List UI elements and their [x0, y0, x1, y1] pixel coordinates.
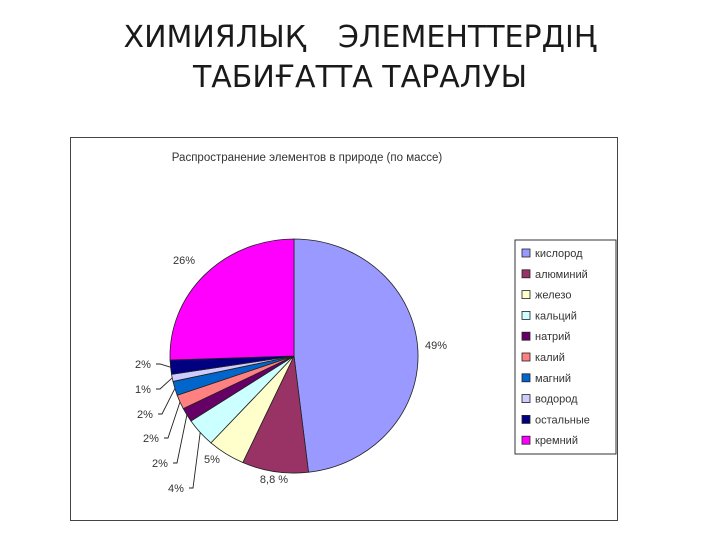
legend-box	[514, 239, 617, 455]
pie-slices	[169, 238, 419, 474]
leader-line-остальные	[156, 363, 171, 368]
legend-swatch-алюминий	[521, 269, 531, 279]
legend-label-кремний: кремний	[535, 435, 578, 447]
leader-line-водород	[156, 377, 173, 390]
legend-swatch-остальные	[521, 414, 531, 424]
legend-swatch-кальций	[521, 310, 531, 320]
data-label-калий: 2%	[143, 433, 159, 445]
legend-swatch-водород	[521, 394, 531, 404]
slide-title: ХИМИЯЛЫҚ ЭЛЕМЕНТТЕРДІҢ ТАБИҒАТТА ТАРАЛУЫ	[0, 18, 720, 98]
data-label-водород: 1%	[135, 384, 151, 396]
leader-line-калий	[164, 401, 181, 439]
legend-label-железо: железо	[535, 290, 571, 302]
data-label-алюминий: 8,8 %	[260, 474, 288, 486]
legend-label-кислород: кислород	[535, 248, 583, 260]
pie-slice-кислород	[293, 238, 419, 473]
legend-swatch-калий	[521, 352, 531, 362]
legend-label-калий: калий	[535, 352, 565, 364]
data-label-кремний: 26%	[173, 255, 195, 267]
legend-label-магний: магний	[535, 373, 571, 385]
slide-title-line-2: ТАБИҒАТТА ТАРАЛУЫ	[192, 60, 528, 95]
legend-label-алюминий: алюминий	[535, 269, 588, 281]
leader-line-магний	[158, 388, 176, 415]
legend-label-остальные: остальные	[535, 414, 590, 426]
legend-label-кальций: кальций	[535, 310, 577, 322]
legend-label-водород: водород	[535, 394, 578, 406]
data-label-кальций: 4%	[168, 483, 184, 495]
legend-label-натрий: натрий	[535, 331, 570, 343]
legend: кислород алюминий железо кальций натрий калий…	[514, 239, 617, 455]
slide-title-word-2: ЭЛЕМЕНТТЕРДІҢ	[338, 20, 597, 55]
slide-title-line-1: ХИМИЯЛЫҚ ЭЛЕМЕНТТЕРДІҢ	[0, 18, 720, 58]
chart-frame: Распространение элементов в природе (по …	[70, 137, 618, 521]
legend-swatch-кислород	[521, 248, 531, 258]
legend-swatch-кремний	[521, 435, 531, 445]
chart-title: Распространение элементов в природе (по …	[172, 152, 443, 164]
legend-swatch-железо	[521, 290, 531, 300]
slide-title-word-1: ХИМИЯЛЫҚ	[123, 20, 307, 55]
legend-swatch-натрий	[521, 331, 531, 341]
legend-swatch-магний	[521, 373, 531, 383]
data-label-натрий: 2%	[152, 458, 168, 470]
pie-chart: Распространение элементов в природе (по …	[135, 152, 617, 495]
pie-slice-кремний	[169, 238, 295, 361]
leader-lines	[156, 363, 201, 489]
data-label-остальные: 2%	[135, 359, 151, 371]
data-label-магний: 2%	[137, 409, 153, 421]
data-labels: 49% 8,8 % 5% 4% 2% 2% 2% 1% 2% 26%	[135, 255, 447, 495]
leader-line-кальций	[189, 432, 201, 489]
data-label-железо: 5%	[204, 454, 220, 466]
data-label-кислород: 49%	[425, 340, 447, 352]
leader-line-натрий	[173, 414, 188, 464]
